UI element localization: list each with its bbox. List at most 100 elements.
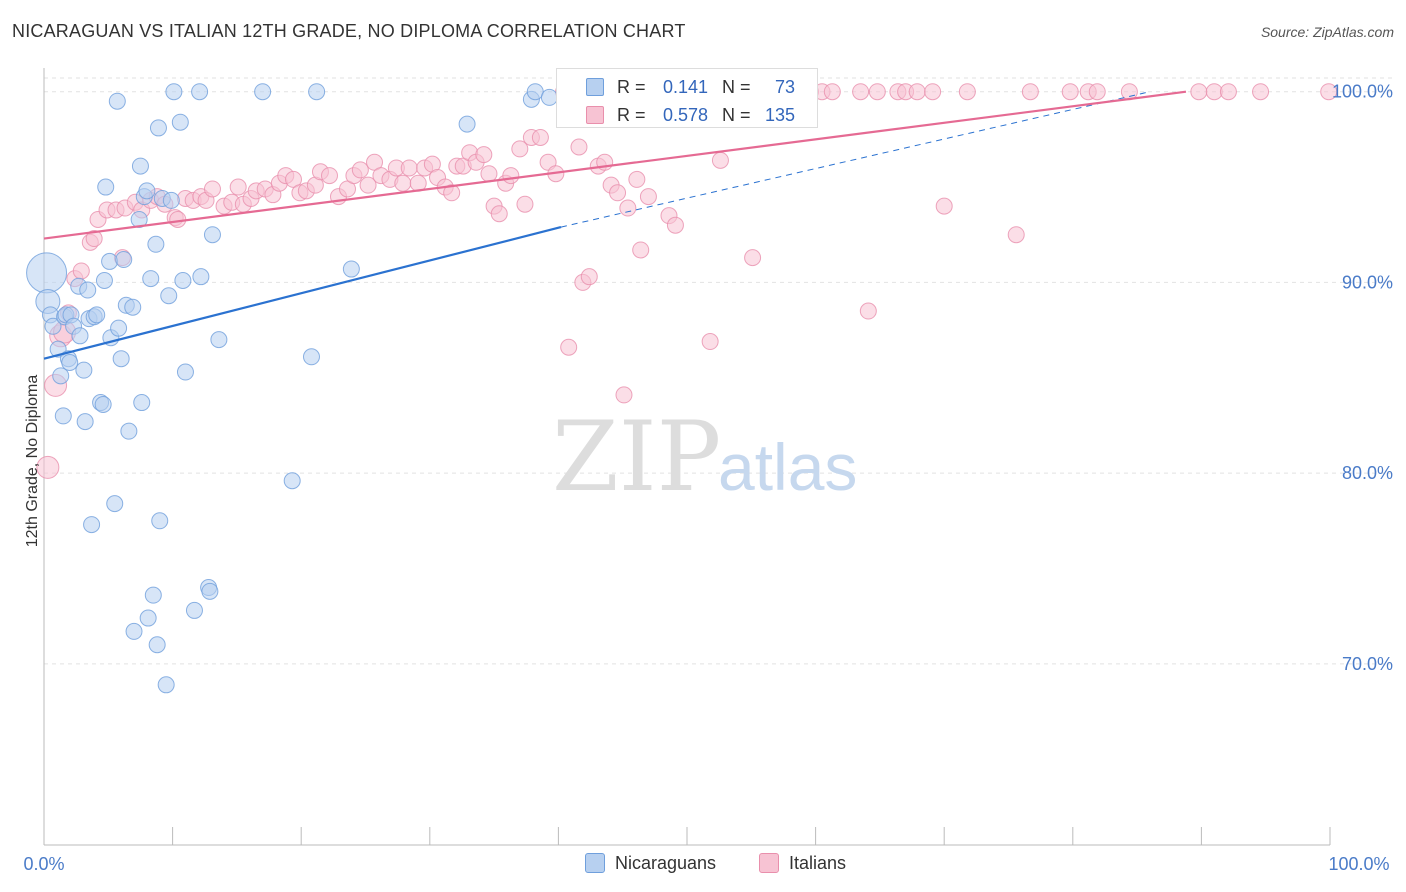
n-label: N = — [722, 105, 751, 125]
italian-point — [560, 338, 578, 356]
n-value: 135 — [764, 105, 795, 125]
italian-point — [619, 199, 637, 217]
nicaraguan-point — [94, 395, 112, 413]
y-tick-label: 80.0% — [1342, 463, 1393, 483]
nicaraguan-point — [71, 327, 89, 345]
nicaraguan-point — [115, 251, 133, 269]
nicaraguan-point — [125, 622, 143, 640]
italians-swatch — [586, 106, 604, 124]
tick-labels: 70.0% 80.0% 90.0% 100.0% 0.0% 100.0% — [23, 82, 1393, 874]
nicaraguan-point — [144, 586, 162, 604]
stats-row-italians: R = 0.578 N = 135 — [557, 101, 817, 129]
nicaraguan-point — [210, 331, 228, 349]
italian-point — [320, 167, 338, 185]
italian-point — [72, 262, 90, 280]
italian-point — [632, 241, 650, 259]
nicaraguans-trend-line — [43, 226, 562, 360]
nicaraguan-point — [203, 226, 221, 244]
italian-point — [639, 188, 657, 206]
n-value: 73 — [774, 77, 795, 97]
nicaraguan-point — [526, 83, 544, 101]
y-tick-label: 90.0% — [1342, 272, 1393, 292]
trend-lines — [43, 90, 1187, 360]
italian-point — [1021, 83, 1039, 101]
italian-point — [935, 197, 953, 215]
nicaraguan-point — [162, 191, 180, 209]
nicaraguan-point — [160, 287, 178, 305]
nicaraguan-point — [192, 268, 210, 286]
nicaraguan-point — [131, 157, 149, 175]
nicaraguan-point — [110, 319, 128, 337]
italian-point — [511, 140, 529, 158]
nicaraguan-point — [120, 422, 138, 440]
nicaraguan-point — [54, 407, 72, 425]
italian-point — [744, 249, 762, 267]
r-value: 0.578 — [662, 105, 708, 125]
source-attribution: Source: ZipAtlas.com — [1260, 24, 1394, 40]
nicaraguan-point — [108, 92, 126, 110]
italian-point — [924, 83, 942, 101]
stats-row-nicaraguans: R = 0.141 N = 73 — [557, 73, 817, 101]
italian-point — [1219, 83, 1237, 101]
italian-point — [615, 386, 633, 404]
legend-label: Italians — [789, 853, 847, 873]
nicaraguan-point — [76, 413, 94, 431]
nicaraguan-point — [201, 582, 219, 600]
nicaraguan-point — [61, 354, 79, 372]
nicaraguan-point — [174, 272, 192, 290]
nicaraguan-point — [151, 512, 169, 530]
italians-swatch — [759, 853, 779, 873]
italian-point — [701, 333, 719, 351]
r-label: R = — [617, 77, 646, 97]
nicaraguan-point — [283, 472, 301, 490]
nicaraguan-point — [149, 119, 167, 137]
nicaraguan-point — [302, 348, 320, 366]
italian-point — [1007, 226, 1025, 244]
italian-point — [394, 174, 412, 192]
italian-point — [351, 161, 369, 179]
italian-point — [490, 205, 508, 223]
italian-point — [1320, 83, 1338, 101]
italian-point — [1252, 83, 1270, 101]
nicaraguan-point — [157, 676, 175, 694]
italian-point — [85, 230, 103, 248]
nicaraguan-point — [101, 252, 119, 270]
italian-point — [359, 176, 377, 194]
italian-point — [443, 184, 461, 202]
nicaraguans-trend-extension — [560, 91, 1151, 228]
nicaraguan-point — [458, 115, 476, 133]
watermark-atlas: atlas — [718, 430, 857, 504]
nicaraguan-point — [97, 178, 115, 196]
italian-point — [531, 128, 549, 146]
nicaraguan-point — [106, 495, 124, 513]
italian-point — [480, 165, 498, 183]
italian-point — [1061, 83, 1079, 101]
nicaraguan-point — [124, 298, 142, 316]
nicaraguan-point — [308, 83, 326, 101]
italian-point — [400, 159, 418, 177]
nicaraguan-point — [171, 113, 189, 131]
nicaraguan-point — [176, 363, 194, 381]
nicaraguan-point — [112, 350, 130, 368]
nicaraguan-point — [130, 210, 148, 228]
nicaraguan-point — [52, 367, 70, 385]
nicaraguan-point — [26, 252, 68, 294]
nicaraguan-point — [147, 235, 165, 253]
nicaraguan-point — [540, 88, 558, 106]
italian-point — [852, 83, 870, 101]
r-value: 0.141 — [662, 77, 708, 97]
italian-point — [570, 138, 588, 156]
nicaraguan-point — [133, 394, 151, 412]
axes — [43, 68, 1331, 846]
nicaraguan-point — [254, 83, 272, 101]
nicaraguans-swatch — [585, 853, 605, 873]
nicaraguan-point — [44, 317, 62, 335]
italian-point — [958, 83, 976, 101]
italian-point — [628, 170, 646, 188]
series-nicaraguans — [26, 83, 558, 694]
italian-point — [580, 268, 598, 286]
y-tick-label: 100.0% — [1332, 82, 1393, 102]
nicaraguan-point — [148, 636, 166, 654]
italian-point — [823, 83, 841, 101]
